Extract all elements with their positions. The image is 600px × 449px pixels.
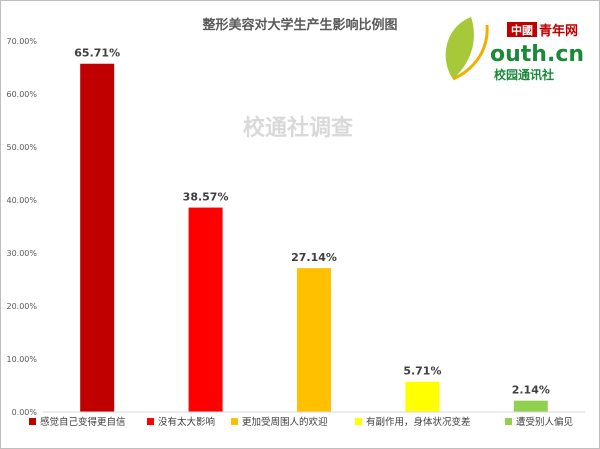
- logo-cn-badge-text: 中國: [511, 23, 533, 37]
- y-tick-label: 40.00%: [6, 196, 37, 205]
- y-tick-label: 0.00%: [12, 408, 38, 417]
- bar: [80, 63, 115, 412]
- legend-swatch: [355, 418, 362, 425]
- leaf-stem-icon: [452, 24, 489, 81]
- cn-badge: [507, 22, 537, 37]
- logo-tagline: 校园通讯社: [494, 67, 554, 82]
- bar: [188, 207, 223, 412]
- chart-title: 整形美容对大学生产生影响比例图: [201, 17, 397, 33]
- legend: 感觉自己变得更自信 没有太大影响 更加受周围人的欢迎 有副作用，身体状况变差 遭受别人偏…: [29, 416, 573, 428]
- bars: [80, 63, 548, 412]
- data-label: 5.71%: [403, 365, 441, 378]
- legend-item-label: 没有太大影响: [158, 416, 215, 428]
- bar: [513, 400, 548, 412]
- y-axis: 0.00% 10.00% 20.00% 30.00% 40.00% 50.00% 60.00…: [6, 37, 37, 417]
- logo-domain: outh.cn: [490, 42, 584, 67]
- legend-item-label: 更加受周围人的欢迎: [242, 416, 328, 428]
- bar: [405, 381, 440, 412]
- legend-item-label: 有副作用，身体状况变差: [366, 416, 471, 428]
- legend-swatch: [231, 418, 238, 425]
- y-tick-label: 50.00%: [6, 143, 37, 152]
- data-label: 38.57%: [183, 191, 229, 204]
- y-tick-label: 30.00%: [6, 249, 37, 258]
- data-label: 65.71%: [74, 47, 120, 60]
- y-tick-label: 60.00%: [6, 90, 37, 99]
- legend-swatch: [505, 418, 512, 425]
- logo-cn-name: 青年网: [539, 23, 578, 39]
- data-label: 2.14%: [512, 384, 550, 397]
- y-tick-label: 20.00%: [6, 302, 37, 311]
- legend-item-label: 感觉自己变得更自信: [40, 416, 126, 428]
- y-tick-label: 70.00%: [6, 37, 37, 46]
- data-labels: 65.71% 38.57% 27.14% 5.71% 2.14%: [74, 47, 550, 397]
- bar: [297, 268, 331, 412]
- watermark: 校通社调查: [243, 115, 353, 141]
- ginkgo-leaf-icon: [445, 17, 474, 79]
- y-tick-label: 10.00%: [6, 355, 37, 364]
- legend-swatch: [29, 418, 36, 425]
- youth-cn-logo: 中國 青年网 outh.cn 校园通讯社: [445, 17, 584, 82]
- legend-swatch: [147, 418, 154, 425]
- data-label: 27.14%: [291, 251, 337, 264]
- legend-item-label: 遭受别人偏见: [516, 416, 573, 428]
